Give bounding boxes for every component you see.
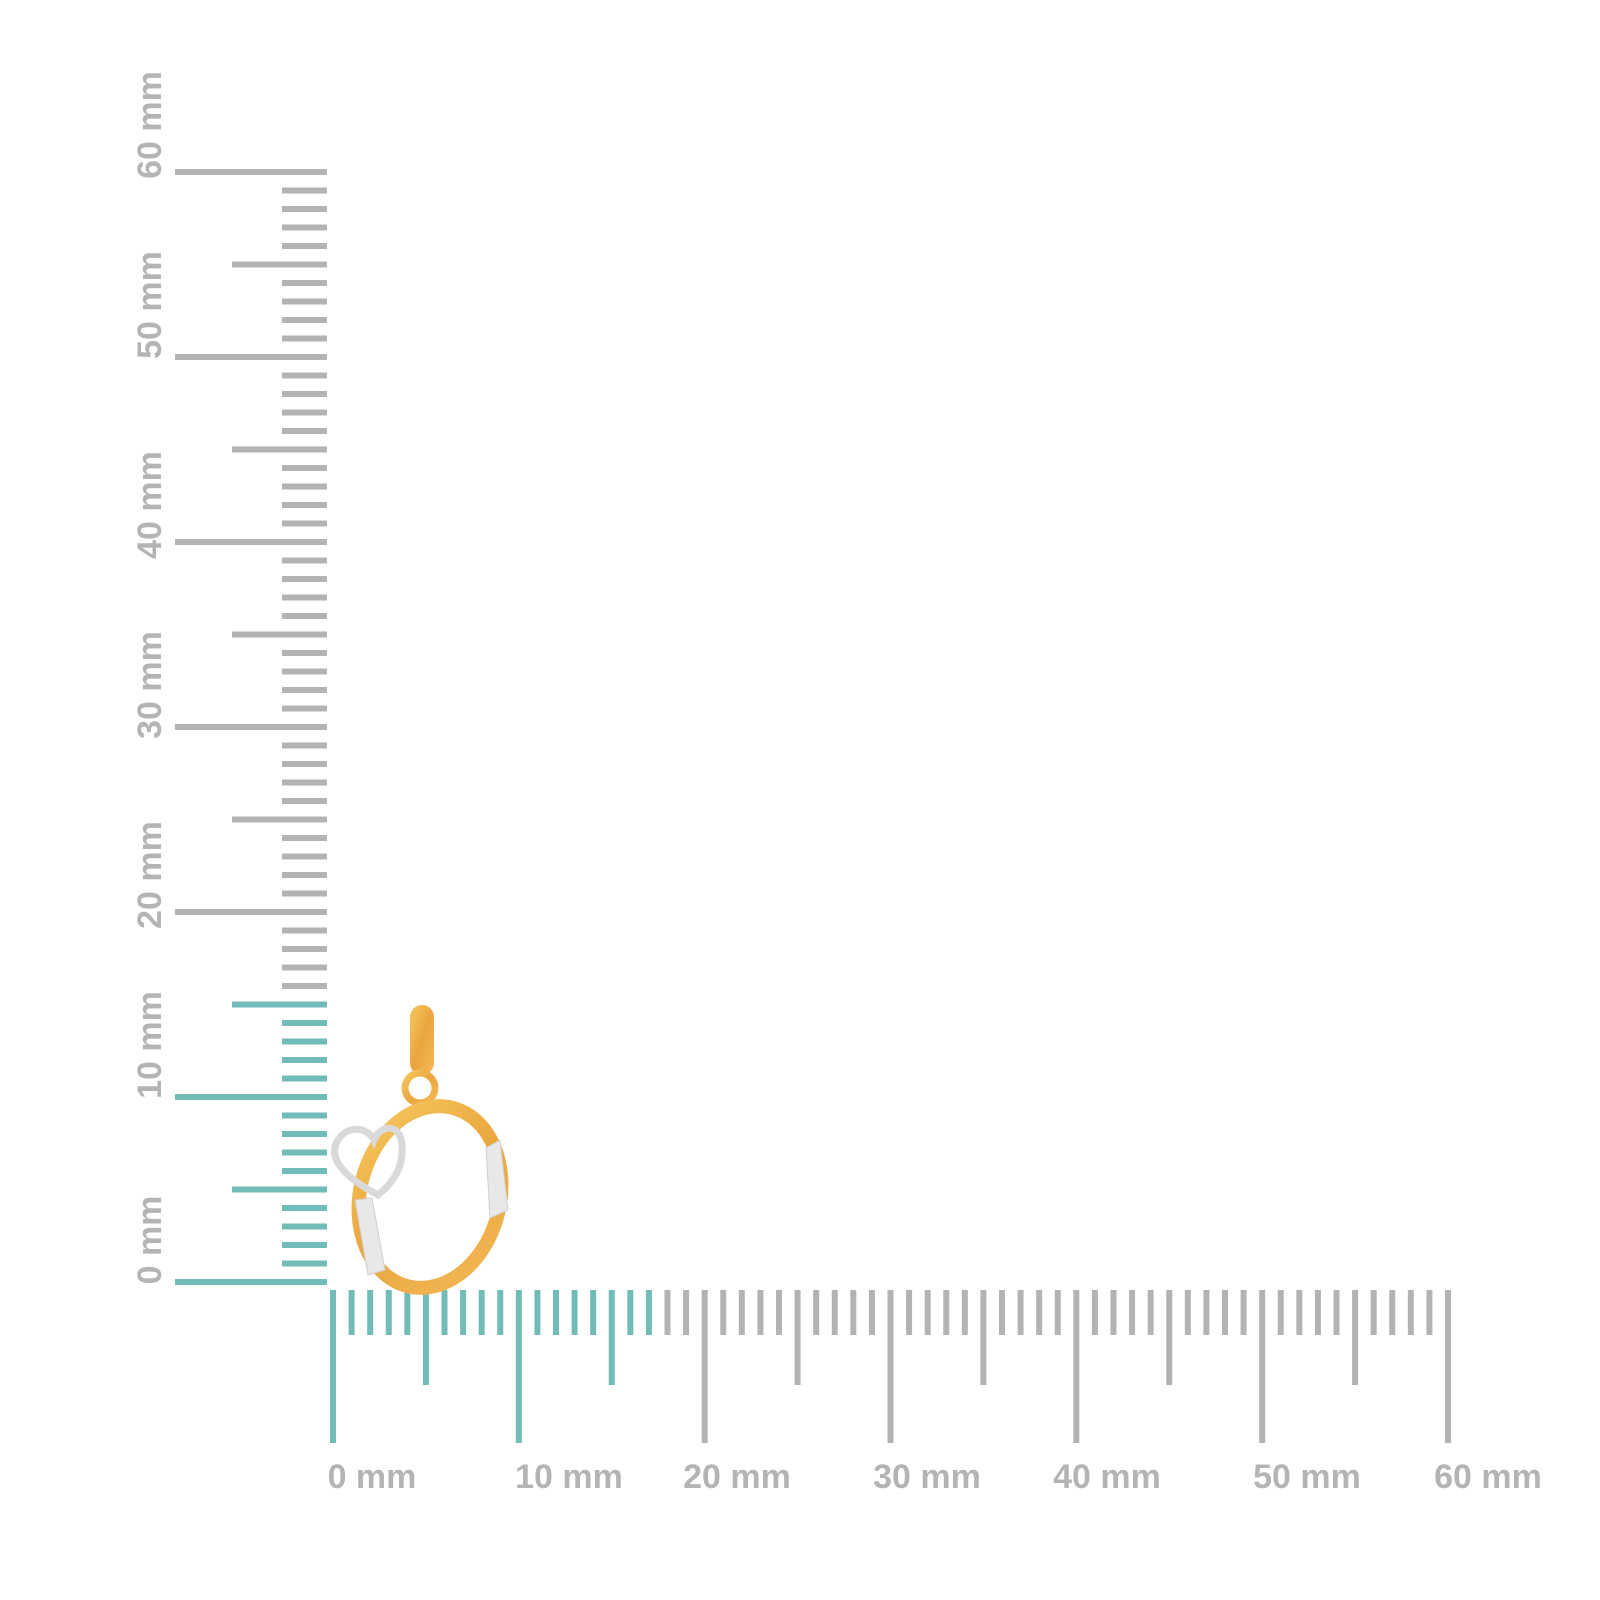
diamond-pave-right [485, 1139, 509, 1219]
horizontal-label: 50 mm [1253, 1458, 1361, 1496]
vertical-label: 10 mm [131, 991, 169, 1099]
heart-charm [331, 1124, 406, 1200]
horizontal-label: 40 mm [1053, 1458, 1161, 1496]
horizontal-label: 10 mm [515, 1458, 623, 1496]
horizontal-label: 60 mm [1434, 1458, 1542, 1496]
diamond-pave-left [354, 1197, 386, 1276]
vertical-label: 40 mm [131, 451, 169, 559]
horizontal-label: 30 mm [873, 1458, 981, 1496]
bail [410, 1005, 434, 1075]
horizontal-label: 20 mm [683, 1458, 791, 1496]
horizontal-label: 0 mm [328, 1458, 417, 1496]
vertical-label: 20 mm [131, 821, 169, 929]
vertical-label: 30 mm [131, 631, 169, 739]
vertical-label: 50 mm [131, 251, 169, 359]
vertical-label: 0 mm [131, 1196, 169, 1285]
jump-ring [401, 1069, 439, 1107]
vertical-label: 60 mm [131, 71, 169, 179]
